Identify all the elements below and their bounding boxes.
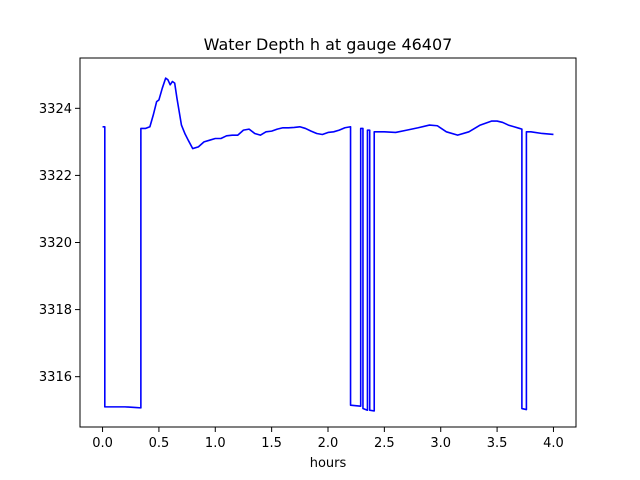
x-tick-label: 3.5 (487, 436, 508, 451)
y-tick-label: 3322 (39, 169, 72, 184)
x-axis: 0.0 0.5 1.0 1.5 2.0 2.5 3.0 3.5 4.0 (92, 427, 564, 451)
chart-title: Water Depth h at gauge 46407 (204, 35, 453, 54)
x-tick-label: 0.0 (92, 436, 113, 451)
x-tick-label: 1.0 (205, 436, 226, 451)
series-line-water-depth (102, 77, 554, 412)
x-tick-label: 2.0 (318, 436, 339, 451)
x-axis-label: hours (310, 456, 347, 471)
y-axis: 3316 3318 3320 3322 3324 (39, 102, 80, 385)
y-tick-label: 3324 (39, 102, 72, 117)
plot-area (102, 77, 554, 412)
y-tick-label: 3318 (39, 303, 72, 318)
x-tick-label: 1.5 (261, 436, 282, 451)
x-tick-label: 4.0 (543, 436, 564, 451)
y-tick-label: 3316 (39, 370, 72, 385)
x-tick-label: 0.5 (149, 436, 170, 451)
x-tick-label: 3.0 (430, 436, 451, 451)
y-tick-label: 3320 (39, 236, 72, 251)
x-tick-label: 2.5 (374, 436, 395, 451)
